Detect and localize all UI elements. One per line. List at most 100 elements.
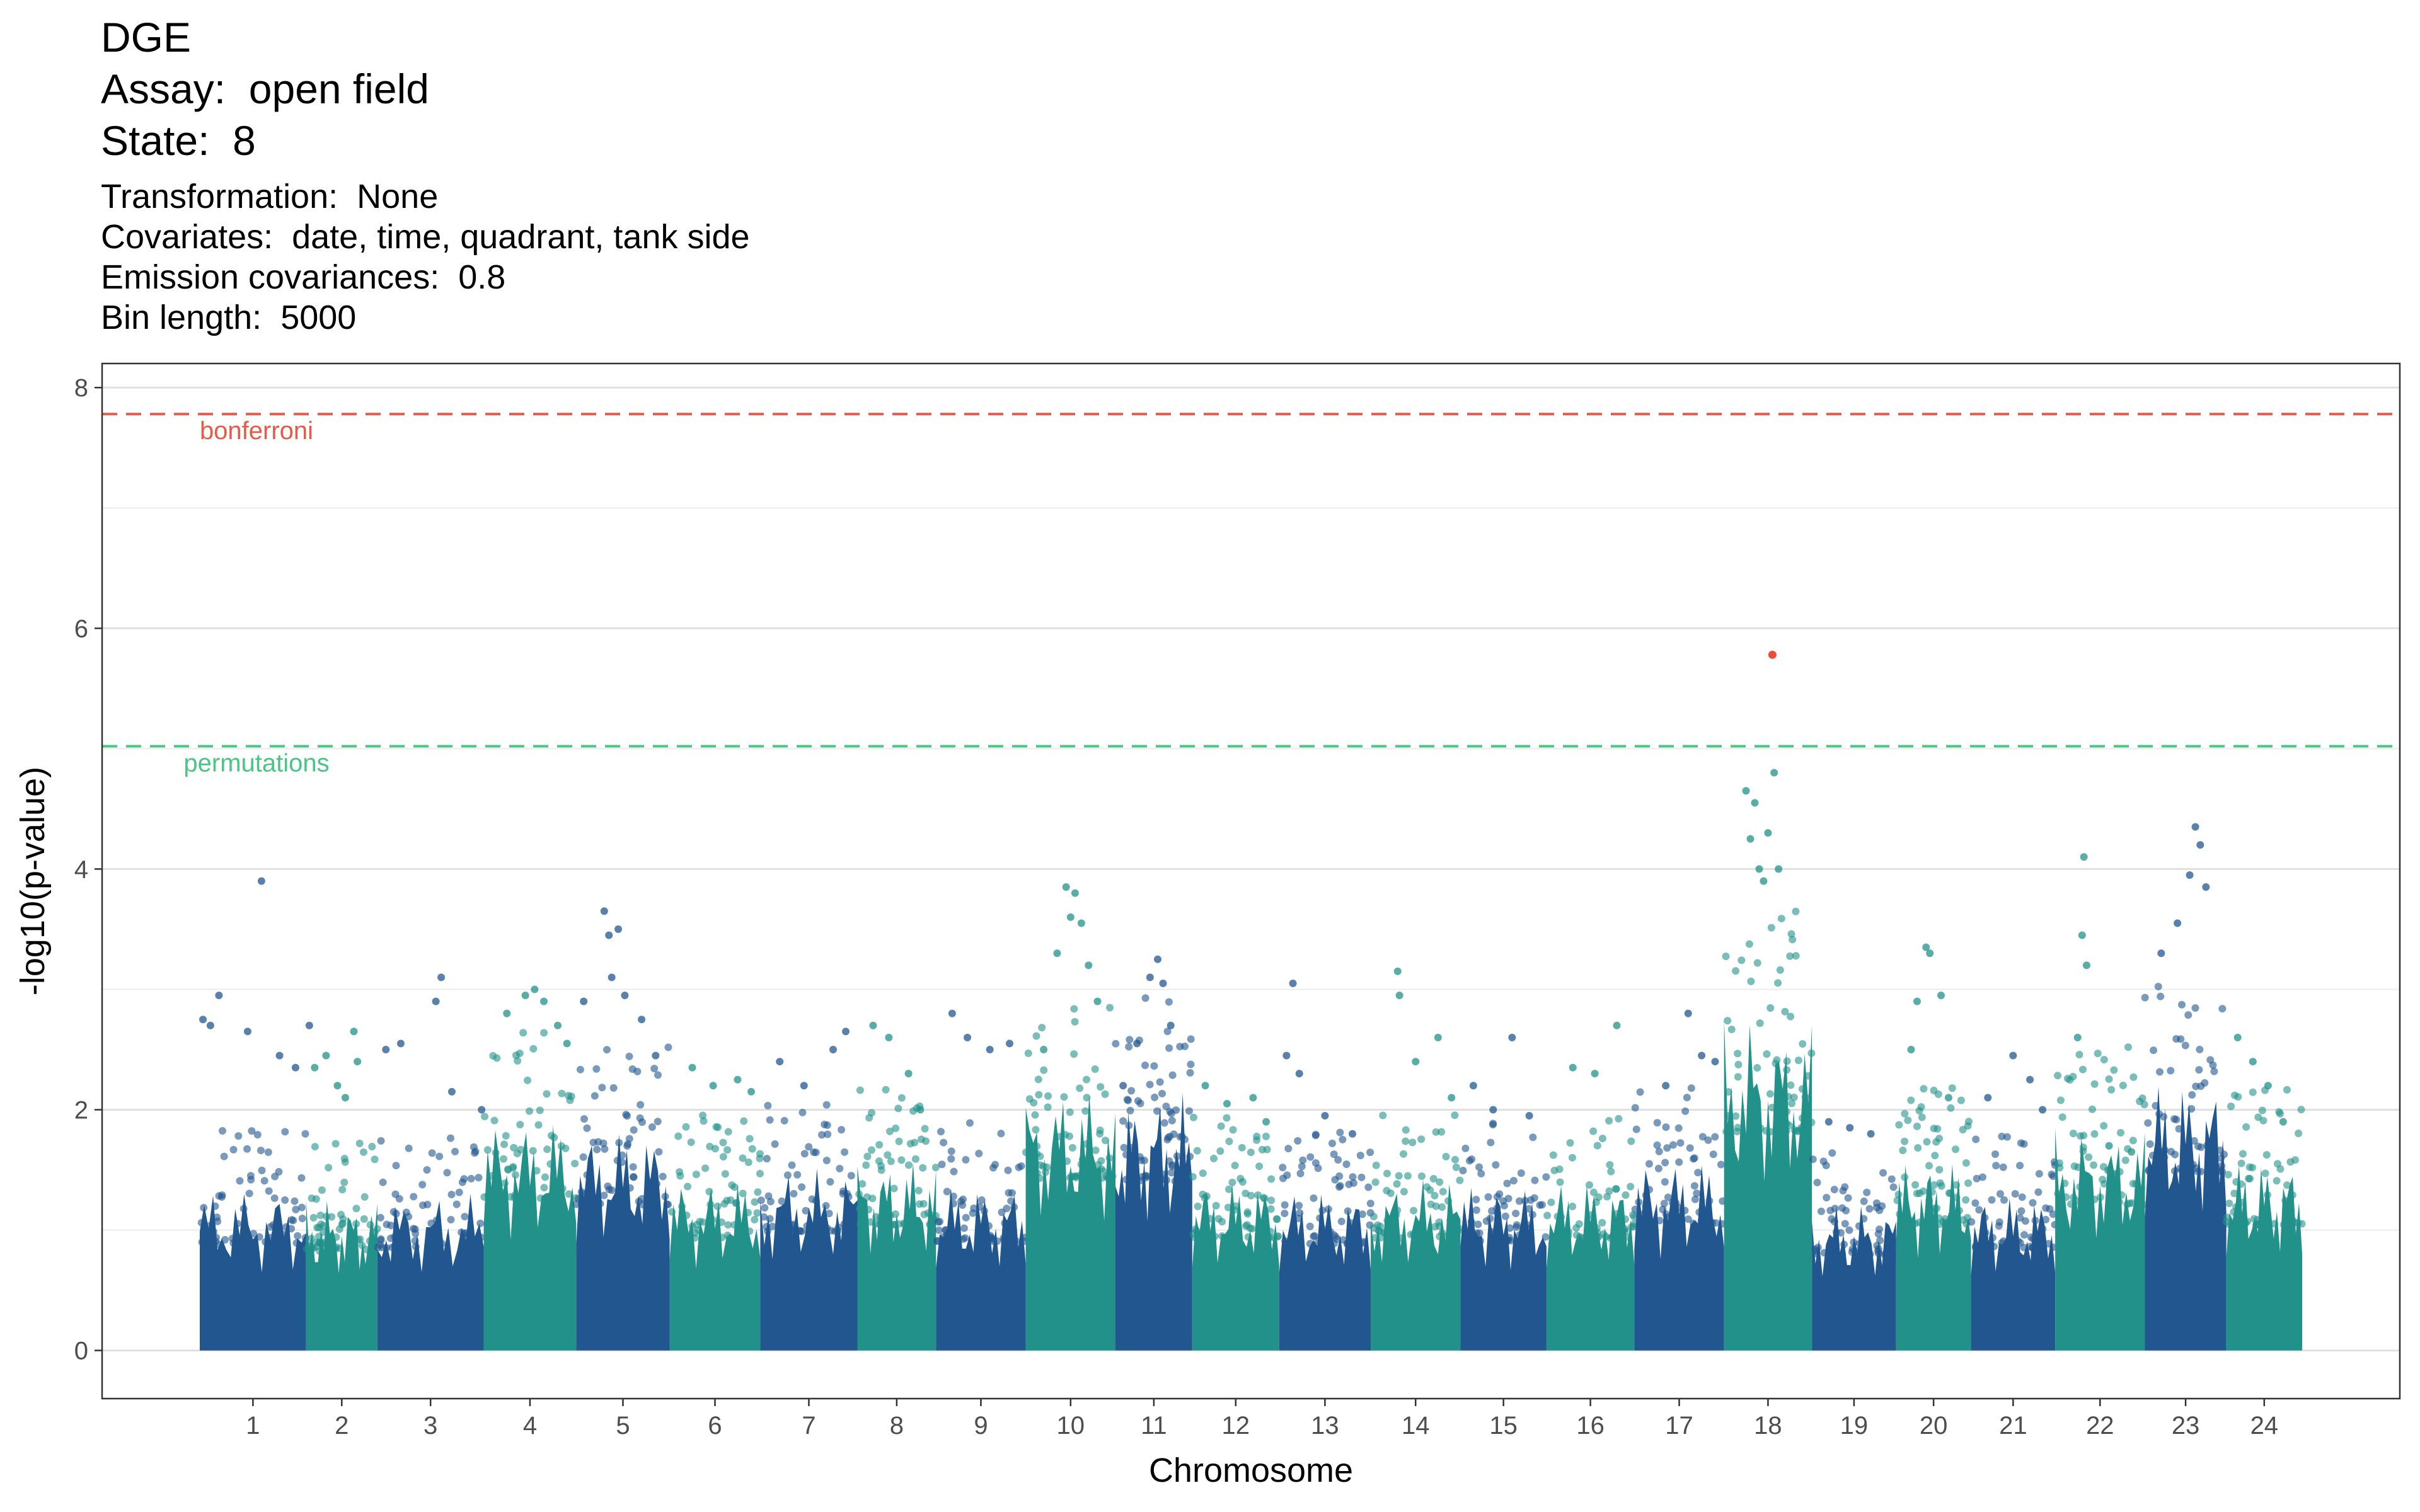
data-point <box>1501 1212 1509 1220</box>
data-point <box>2279 1118 2287 1126</box>
x-tick-label: 16 <box>1576 1412 1605 1440</box>
data-point <box>1339 1135 1347 1143</box>
data-point <box>920 1210 928 1218</box>
data-point <box>1191 1234 1199 1242</box>
data-point <box>1826 1206 1835 1215</box>
data-point <box>2288 1191 2296 1199</box>
data-point <box>744 1208 752 1217</box>
data-point <box>875 1141 884 1149</box>
data-point <box>2196 841 2204 849</box>
data-point <box>229 1145 238 1154</box>
data-point <box>1299 1156 1307 1164</box>
data-point <box>435 1152 444 1160</box>
data-point <box>700 1234 708 1242</box>
data-point <box>1081 1107 1090 1115</box>
data-point <box>1756 1124 1765 1132</box>
data-point <box>847 1172 855 1180</box>
data-point <box>986 1045 994 1053</box>
data-point <box>1431 1191 1439 1200</box>
data-point <box>2224 1171 2232 1179</box>
data-point <box>1749 1108 1758 1116</box>
x-tick-label: 9 <box>974 1412 988 1440</box>
data-point <box>2295 1129 2303 1137</box>
data-point <box>1776 966 1784 974</box>
data-point <box>558 1184 567 1193</box>
data-point <box>257 877 265 885</box>
data-point <box>2156 1161 2164 1169</box>
title-block: DGE Assay: open field State: 8 <box>101 11 429 166</box>
data-point <box>2218 1005 2227 1013</box>
data-point <box>1557 1213 1565 1221</box>
data-point <box>2085 1153 2093 1161</box>
data-point <box>1345 1235 1354 1244</box>
data-point <box>1159 979 1167 987</box>
data-point <box>1105 1154 1114 1162</box>
x-tick-label: 3 <box>424 1412 437 1440</box>
data-point <box>294 1232 302 1240</box>
data-point <box>2191 1004 2199 1012</box>
data-point <box>1209 1154 1218 1162</box>
data-point <box>339 1215 347 1223</box>
data-point <box>663 1200 671 1208</box>
data-point <box>2044 1240 2053 1248</box>
data-point <box>428 1149 436 1157</box>
data-point <box>1281 1237 1289 1246</box>
data-point <box>291 1197 299 1205</box>
y-tick-label: 2 <box>74 1096 88 1124</box>
data-point <box>2157 992 2165 1000</box>
data-point <box>841 1148 849 1156</box>
chromosome-3-points <box>374 973 486 1351</box>
data-point <box>1901 1173 1909 1181</box>
data-point <box>2150 1046 2158 1055</box>
data-point <box>2046 1205 2054 1213</box>
data-point <box>763 1155 771 1163</box>
data-point <box>1310 1232 1318 1240</box>
data-points <box>197 650 2306 1351</box>
data-point <box>514 1057 522 1065</box>
data-point <box>516 1050 524 1058</box>
data-point <box>1750 1089 1758 1097</box>
data-point <box>600 1191 608 1200</box>
data-point <box>260 1177 268 1185</box>
data-point <box>2000 1196 2008 1204</box>
data-point <box>625 1135 633 1143</box>
data-point <box>1923 1138 1931 1146</box>
data-point <box>447 1087 456 1096</box>
data-point <box>1913 1122 1921 1130</box>
data-point <box>1606 1161 1614 1169</box>
data-point <box>938 1160 946 1169</box>
data-point <box>2018 1193 2026 1201</box>
data-point <box>2082 961 2090 970</box>
data-point <box>798 1183 806 1191</box>
data-point <box>1472 1206 1480 1214</box>
data-point <box>1238 1143 1246 1152</box>
data-point <box>829 1045 837 1053</box>
data-point <box>688 1063 696 1072</box>
data-point <box>1347 1219 1355 1227</box>
chromosome-22-density <box>2055 1128 2145 1351</box>
data-point <box>215 991 223 999</box>
data-point <box>818 1131 826 1139</box>
data-point <box>646 1177 654 1186</box>
data-point <box>2232 1203 2240 1211</box>
data-point <box>527 1189 535 1198</box>
subtitle-block: Transformation: None Covariates: date, t… <box>101 176 750 338</box>
data-point <box>1434 1033 1442 1041</box>
data-point <box>1040 1045 1048 1053</box>
data-point <box>2106 1167 2114 1175</box>
data-point <box>318 1186 326 1194</box>
chromosome-10-points <box>1022 883 1117 1351</box>
data-point <box>302 1245 311 1253</box>
data-point <box>2054 1072 2062 1080</box>
data-point <box>2259 1210 2267 1218</box>
data-point <box>1201 1082 1209 1090</box>
data-point <box>664 1043 672 1051</box>
data-point <box>2170 1115 2179 1123</box>
data-point <box>1645 1160 1653 1168</box>
data-point <box>221 1235 229 1244</box>
data-point <box>1456 1176 1464 1184</box>
data-point <box>1243 1210 1252 1218</box>
data-point <box>1832 1240 1840 1249</box>
data-point <box>2273 1177 2281 1185</box>
data-point <box>1995 1218 2003 1226</box>
